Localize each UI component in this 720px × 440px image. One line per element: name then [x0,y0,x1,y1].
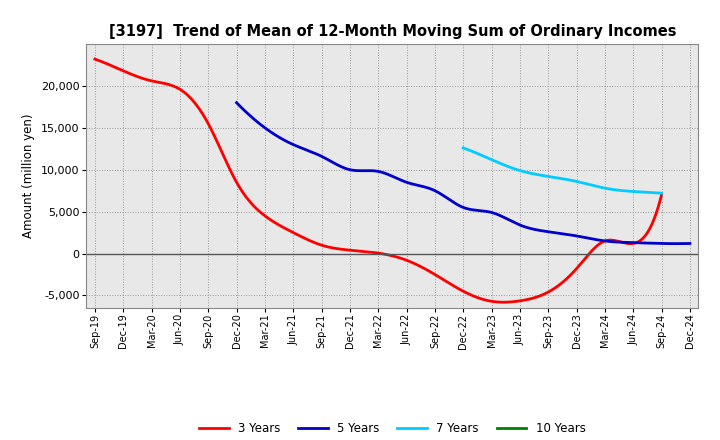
Y-axis label: Amount (million yen): Amount (million yen) [22,114,35,238]
Legend: 3 Years, 5 Years, 7 Years, 10 Years: 3 Years, 5 Years, 7 Years, 10 Years [194,417,590,440]
Title: [3197]  Trend of Mean of 12-Month Moving Sum of Ordinary Incomes: [3197] Trend of Mean of 12-Month Moving … [109,24,676,39]
